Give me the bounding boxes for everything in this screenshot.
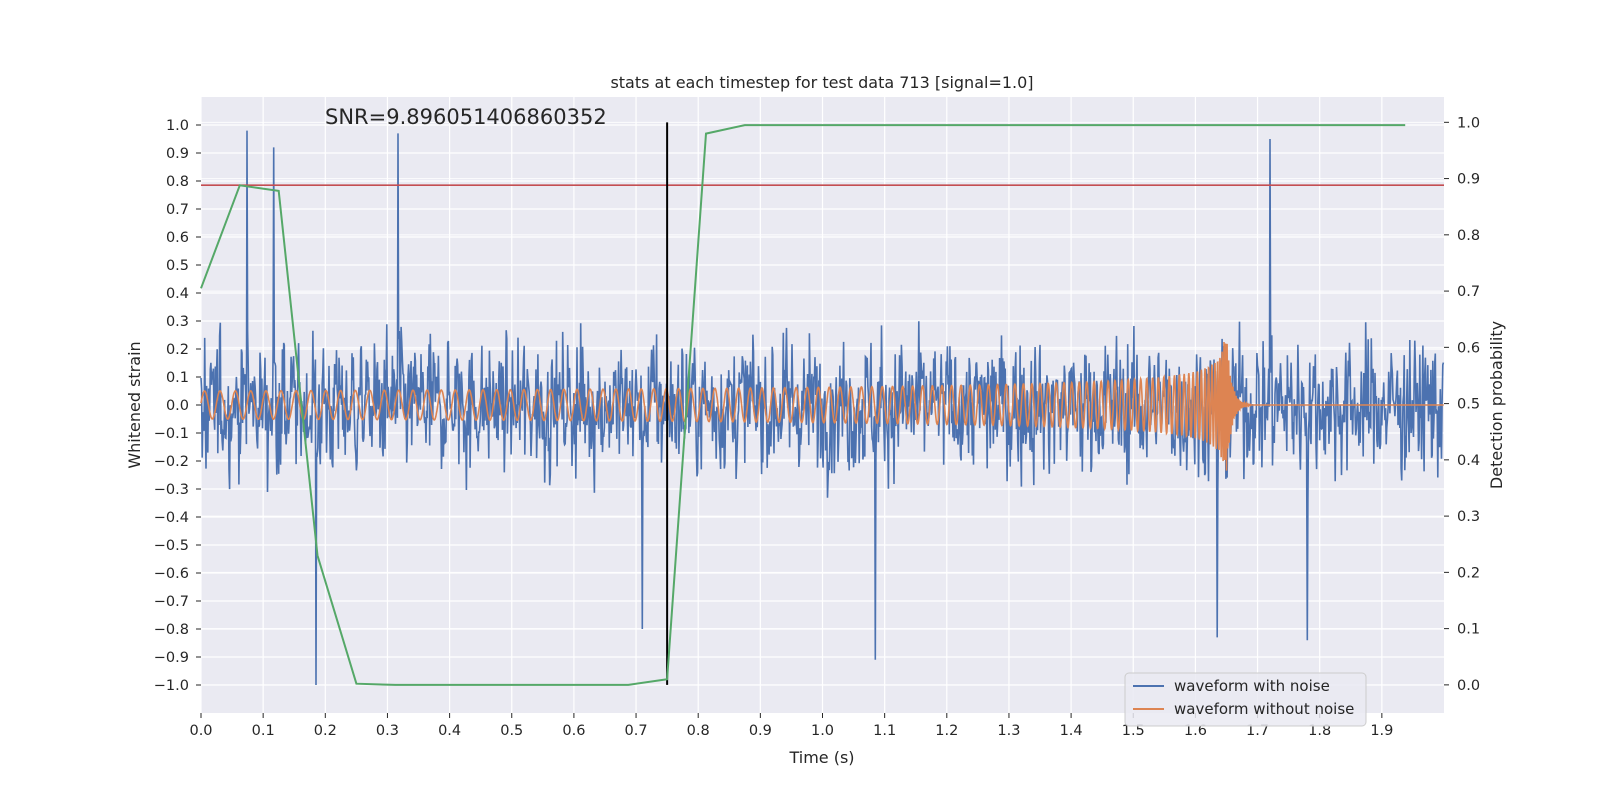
y2-tick-label: 0.8 [1457, 228, 1480, 244]
x-axis-label: Time (s) [788, 748, 854, 767]
y-tick-label: −0.3 [154, 482, 189, 498]
y2-tick-label: 0.9 [1457, 172, 1480, 188]
x-tick-label: 0.7 [625, 723, 648, 739]
y-tick-label: −0.9 [154, 650, 189, 666]
x-tick-label: 0.4 [438, 723, 461, 739]
y-tick-label: −0.8 [154, 622, 189, 638]
y-tick-label: 0.1 [166, 370, 189, 386]
x-tick-label: 0.9 [749, 723, 772, 739]
legend: waveform with noise waveform without noi… [1124, 672, 1367, 727]
y2-tick-label: 0.1 [1457, 622, 1480, 638]
legend-label-noisy: waveform with noise [1174, 677, 1330, 695]
y-tick-label: 1.0 [166, 118, 189, 134]
y2-tick-label: 0.7 [1457, 284, 1480, 300]
detection-probability-line [200, 124, 1406, 686]
y-axis-label: Whitened strain [125, 341, 144, 468]
legend-box [1124, 672, 1367, 727]
x-tick-label: 0.2 [314, 723, 337, 739]
x-tick-label: 1.5 [1122, 723, 1145, 739]
x-tick-label: 1.7 [1246, 723, 1269, 739]
y2-axis-ticks: 1.0 0.9 0.8 0.7 0.6 0.5 0.4 0.3 0.2 0.1 0.0 [1444, 115, 1480, 694]
x-tick-label: 1.8 [1308, 723, 1331, 739]
y-tick-label: 0.5 [166, 258, 189, 274]
y2-tick-label: 0.0 [1457, 678, 1480, 694]
x-tick-label: 1.1 [873, 723, 896, 739]
y2-axis-label: Detection probability [1487, 321, 1506, 489]
waveform-with-noise-series [200, 130, 1445, 686]
x-tick-label: 0.3 [376, 723, 399, 739]
y-tick-label: 0.0 [166, 398, 189, 414]
y-tick-label: 0.8 [166, 174, 189, 190]
y2-tick-label: 0.5 [1457, 397, 1480, 413]
waveform-with-noise-line [200, 130, 1445, 686]
x-tick-label: 1.2 [935, 723, 958, 739]
y-tick-label: 0.9 [166, 146, 189, 162]
y-tick-label: 0.7 [166, 202, 189, 218]
x-tick-label: 0.0 [189, 723, 212, 739]
y-tick-label: −0.6 [154, 566, 189, 582]
waveform-without-noise-line [200, 341, 1444, 471]
y2-tick-label: 1.0 [1457, 115, 1480, 131]
y-tick-label: −1.0 [154, 678, 189, 694]
x-tick-label: 0.6 [562, 723, 585, 739]
x-tick-label: 0.8 [687, 723, 710, 739]
y-tick-label: 0.4 [166, 286, 189, 302]
y2-tick-label: 0.3 [1457, 509, 1480, 525]
y-tick-label: −0.7 [154, 594, 189, 610]
x-tick-label: 1.3 [997, 723, 1020, 739]
snr-annotation: SNR=9.896051406860352 [325, 105, 607, 129]
x-tick-label: 1.6 [1184, 723, 1207, 739]
chart-title: stats at each timestep for test data 713… [610, 73, 1033, 92]
y-tick-label: 0.6 [166, 230, 189, 246]
x-tick-label: 0.5 [500, 723, 523, 739]
y-tick-label: −0.1 [154, 426, 189, 442]
x-tick-label: 1.9 [1370, 723, 1393, 739]
y-axis-ticks: 1.0 0.9 0.8 0.7 0.6 0.5 0.4 0.3 0.2 0.1 0.0 −0.1 −0.… [154, 118, 201, 694]
y2-tick-label: 0.4 [1457, 453, 1480, 469]
x-tick-label: 1.0 [811, 723, 834, 739]
y-tick-label: −0.5 [154, 538, 189, 554]
x-tick-label: 0.1 [252, 723, 275, 739]
y-tick-label: 0.3 [166, 314, 189, 330]
waveform-without-noise-series [200, 341, 1444, 471]
y-tick-label: −0.4 [154, 510, 189, 526]
y2-tick-label: 0.6 [1457, 340, 1480, 356]
legend-label-clean: waveform without noise [1174, 700, 1354, 718]
y-tick-label: −0.2 [154, 454, 189, 470]
detection-probability-series [200, 124, 1406, 686]
x-axis-ticks: 0.0 0.1 0.2 0.3 0.4 0.5 0.6 0.7 0.8 0.9 1.0 1.1 1.2 1… [189, 713, 1393, 739]
x-tick-label: 1.4 [1060, 723, 1083, 739]
y2-tick-label: 0.2 [1457, 565, 1480, 581]
y-tick-label: 0.2 [166, 342, 189, 358]
